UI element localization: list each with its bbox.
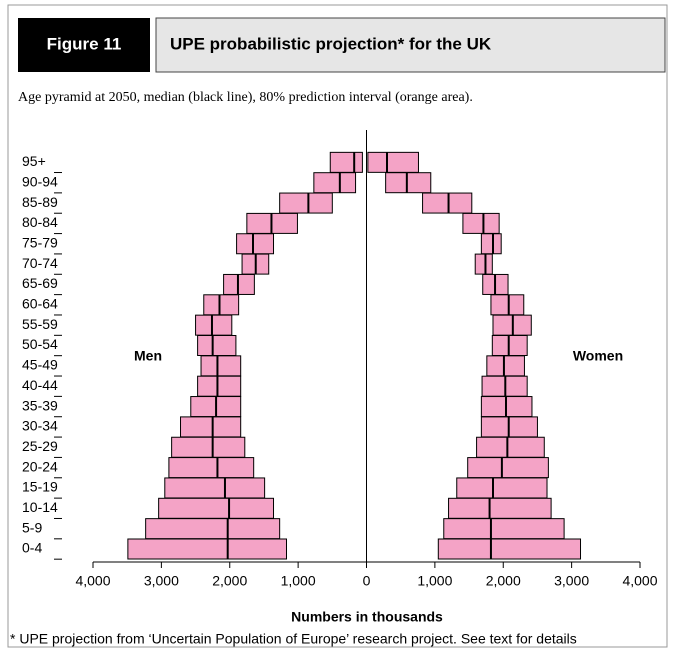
frame: [7, 4, 668, 648]
interval-bar: [476, 436, 545, 458]
category-label: 90-94: [22, 173, 58, 189]
series-label: Men: [134, 348, 162, 364]
x-tick-label: 1,000: [281, 573, 316, 589]
category-label: 95+: [22, 153, 46, 169]
interval-bar: [197, 335, 237, 356]
x-axis-label: Numbers in thousands: [291, 609, 443, 625]
interval-bar: [443, 518, 565, 540]
interval-bar: [486, 355, 525, 377]
category-label: 40-44: [22, 377, 58, 393]
interval-bar: [171, 436, 246, 458]
x-tick-label: 4,000: [622, 573, 657, 589]
interval-bar: [200, 355, 242, 377]
interval-bar: [462, 212, 500, 234]
x-tick-label: 4,000: [75, 573, 110, 589]
interval-bar: [491, 335, 528, 356]
interval-bar: [422, 192, 473, 214]
interval-bar: [223, 273, 255, 295]
chart-title: UPE probabilistic projection* for the UK: [170, 34, 492, 53]
interval-bar: [437, 538, 582, 560]
interval-bar: [158, 497, 275, 519]
interval-bar: [329, 151, 363, 173]
interval-bar: [203, 294, 240, 316]
interval-bar: [490, 294, 525, 316]
figure-box: [18, 18, 150, 72]
interval-bar: [164, 477, 266, 499]
interval-bar: [448, 497, 552, 519]
category-label: 70-74: [22, 255, 58, 271]
x-tick-label: 2,000: [212, 573, 247, 589]
x-tick-label: 0: [363, 573, 371, 589]
interval-bar: [367, 151, 419, 173]
series-label: Women: [573, 348, 623, 364]
footnote: * UPE projection from ‘Uncertain Populat…: [10, 631, 577, 647]
interval-bar: [127, 538, 288, 560]
title-box: [155, 17, 666, 73]
interval-bar: [180, 416, 242, 438]
interval-bar: [279, 192, 333, 214]
category-label: 35-39: [22, 397, 58, 413]
category-label: 45-49: [22, 357, 58, 373]
interval-bar: [195, 314, 233, 336]
category-label: 85-89: [22, 194, 58, 210]
category-label: 60-64: [22, 296, 58, 312]
interval-bar: [313, 172, 357, 194]
category-label: 30-34: [22, 418, 58, 434]
category-label: 50-54: [22, 336, 58, 352]
category-label: 5-9: [22, 519, 42, 535]
category-label: 10-14: [22, 499, 58, 515]
category-label: 80-84: [22, 214, 58, 230]
interval-bar: [145, 518, 281, 540]
x-tick-label: 3,000: [144, 573, 179, 589]
category-label: 20-24: [22, 458, 58, 474]
category-label: 65-69: [22, 275, 58, 291]
x-tick-label: 1,000: [417, 573, 452, 589]
category-label: 15-19: [22, 479, 58, 495]
interval-bar: [385, 172, 432, 194]
category-label: 75-79: [22, 234, 58, 250]
interval-bar: [474, 253, 493, 275]
subtitle: Age pyramid at 2050, median (black line)…: [18, 90, 473, 105]
x-tick-label: 3,000: [554, 573, 589, 589]
category-label: 25-29: [22, 438, 58, 454]
x-tick-label: 2,000: [486, 573, 521, 589]
interval-bar: [168, 457, 255, 479]
interval-bar: [456, 477, 548, 499]
interval-bar: [467, 457, 549, 479]
interval-bar: [480, 233, 502, 255]
interval-bar: [197, 375, 242, 397]
category-label: 55-59: [22, 316, 58, 332]
category-label: 0-4: [22, 540, 42, 556]
figure-label: Figure 11: [47, 34, 122, 53]
interval-bar: [236, 233, 275, 255]
